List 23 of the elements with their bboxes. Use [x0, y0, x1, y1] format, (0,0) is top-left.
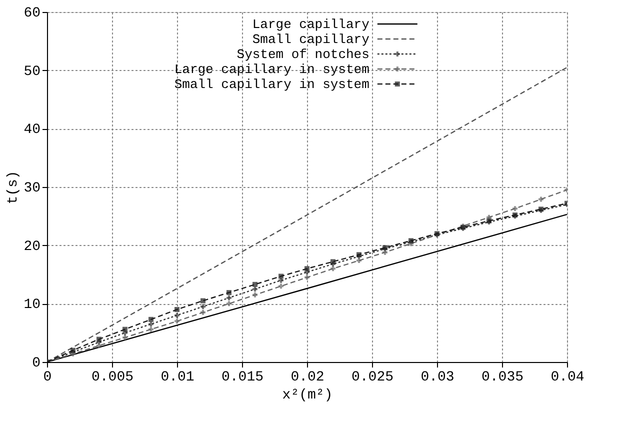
x-tick-label: 0.025 — [351, 370, 394, 386]
x-tick-label: 0.005 — [91, 370, 134, 386]
x-axis-title: x²(m²) — [282, 388, 333, 404]
x-tick-label: 0.015 — [221, 370, 264, 386]
y-tick-label: 50 — [24, 64, 40, 80]
x-tick-label: 0.02 — [290, 370, 324, 386]
y-tick-label: 0 — [32, 356, 40, 372]
y-tick-label: 20 — [24, 238, 40, 255]
x-tick-label: 0.035 — [481, 370, 524, 386]
legend-label: Small capillary — [252, 32, 370, 47]
x-tick-label: 0.04 — [550, 370, 584, 386]
x-tick-label: 0.03 — [420, 370, 454, 386]
x-tick-label: 0.01 — [160, 370, 194, 386]
y-tick-label: 60 — [24, 6, 40, 22]
y-axis-title: t(s) — [6, 170, 22, 204]
y-tick-label: 30 — [24, 180, 40, 196]
legend-label: Large capillary in system — [174, 62, 370, 77]
legend-label: System of notches — [236, 47, 370, 62]
legend-label: Small capillary in system — [174, 77, 370, 92]
y-tick-label: 40 — [24, 122, 40, 138]
x-tick-label: 0 — [43, 370, 52, 386]
legend-label: Large capillary — [252, 17, 370, 32]
y-tick-label: 10 — [24, 297, 40, 314]
